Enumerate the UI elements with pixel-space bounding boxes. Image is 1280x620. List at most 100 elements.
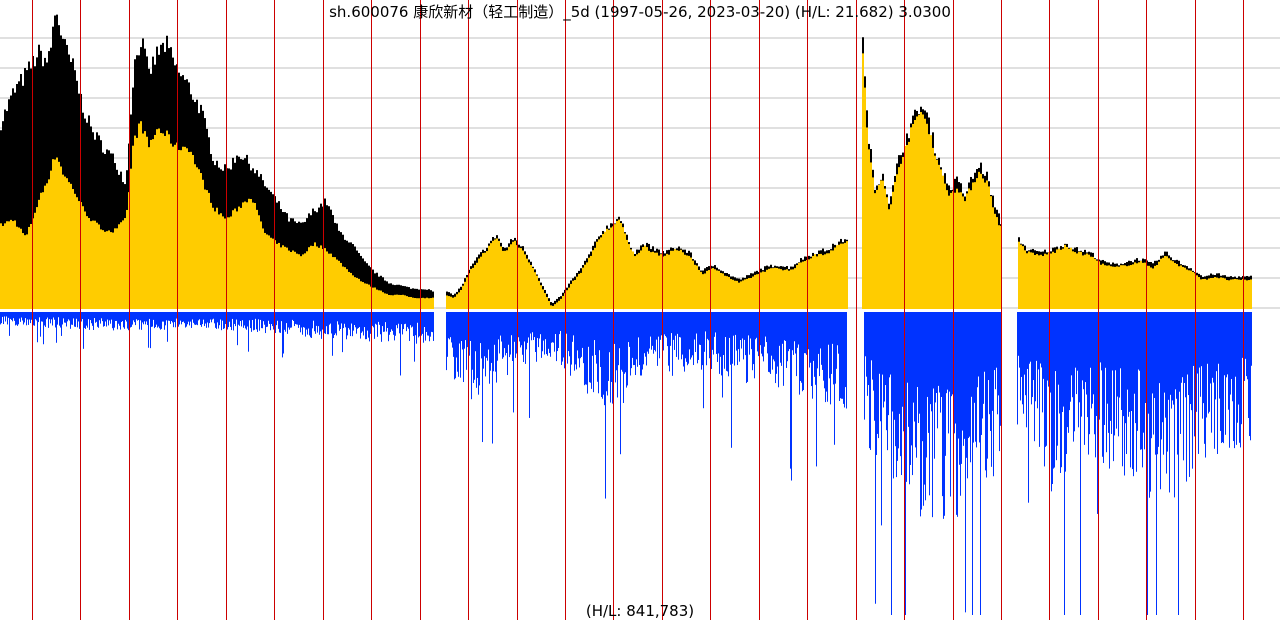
volume-bar — [1150, 312, 1151, 492]
price-close-bar — [898, 167, 900, 310]
volume-bar — [723, 312, 724, 356]
price-close-bar — [200, 173, 202, 310]
volume-bar — [249, 312, 250, 321]
volume-bar — [584, 312, 585, 386]
price-close-bar — [1106, 265, 1108, 310]
price-close-bar — [1120, 265, 1122, 310]
volume-bar — [633, 312, 634, 366]
volume-bar — [110, 312, 111, 324]
volume-bar — [120, 312, 121, 330]
volume-bar — [622, 312, 623, 372]
price-close-bar — [54, 159, 56, 310]
price-close-bar — [780, 269, 782, 310]
volume-bar — [755, 312, 756, 340]
price-close-bar — [60, 166, 62, 310]
price-high-bar — [0, 130, 2, 310]
volume-bar — [113, 312, 114, 331]
volume-bar — [198, 312, 199, 321]
volume-bar — [675, 312, 676, 336]
volume-bar — [251, 312, 252, 332]
volume-bar — [1032, 312, 1033, 398]
volume-bar — [72, 312, 73, 325]
volume-bar — [192, 312, 193, 320]
volume-bar — [944, 312, 945, 516]
price-close-bar — [786, 269, 788, 310]
volume-bar — [827, 312, 828, 402]
volume-bar — [267, 312, 268, 327]
volume-bar — [674, 312, 675, 350]
volume-bar — [1171, 312, 1172, 409]
volume-bar — [1181, 312, 1182, 383]
volume-bar — [421, 312, 422, 336]
volume-bar — [350, 312, 351, 337]
volume-bar — [578, 312, 579, 359]
volume-bar — [1193, 312, 1194, 366]
price-close-bar — [984, 182, 986, 310]
volume-bar — [1134, 312, 1135, 394]
price-close-bar — [950, 192, 952, 310]
volume-bar — [788, 312, 789, 352]
volume-bar — [295, 312, 296, 324]
volume-bar — [776, 312, 777, 374]
volume-bar — [575, 312, 576, 365]
volume-bar — [337, 312, 338, 322]
volume-bar — [183, 312, 184, 322]
volume-bar — [942, 312, 943, 497]
volume-bar — [668, 312, 669, 366]
price-close-bar — [648, 250, 650, 310]
price-close-bar — [10, 219, 12, 310]
volume-bar — [320, 312, 321, 332]
price-close-bar — [108, 230, 110, 310]
price-close-bar — [740, 281, 742, 310]
price-close-bar — [134, 135, 136, 310]
volume-bar — [781, 312, 782, 366]
price-close-bar — [1130, 265, 1132, 310]
volume-bar — [650, 312, 651, 337]
volume-bar — [286, 312, 287, 324]
price-close-bar — [146, 136, 148, 310]
price-close-bar — [616, 220, 618, 310]
price-close-bar — [352, 275, 354, 310]
volume-bar — [1036, 312, 1037, 361]
price-close-bar — [246, 202, 248, 310]
price-close-bar — [966, 193, 968, 310]
volume-bar — [466, 312, 467, 370]
volume-bar — [430, 312, 431, 337]
volume-bar — [1138, 312, 1139, 370]
price-close-bar — [540, 285, 542, 310]
price-close-bar — [1234, 278, 1236, 310]
volume-bar — [1127, 312, 1128, 390]
price-close-bar — [722, 273, 724, 310]
volume-bar — [99, 312, 100, 321]
volume-bar — [838, 312, 839, 354]
volume-bar — [58, 312, 59, 318]
price-close-bar — [772, 268, 774, 310]
volume-bar — [367, 312, 368, 331]
volume-bar — [615, 312, 616, 383]
price-close-bar — [64, 176, 66, 310]
volume-bar — [757, 312, 758, 352]
price-close-bar — [964, 201, 966, 310]
volume-bar — [476, 312, 477, 388]
volume-bar — [927, 312, 928, 397]
price-close-bar — [598, 239, 600, 310]
price-close-bar — [742, 280, 744, 310]
volume-bar — [1207, 312, 1208, 364]
price-close-bar — [762, 271, 764, 310]
price-close-bar — [880, 180, 882, 310]
price-close-bar — [306, 251, 308, 310]
volume-bar — [754, 312, 755, 379]
volume-bar — [1226, 312, 1227, 378]
price-close-bar — [360, 281, 362, 310]
volume-bar — [427, 312, 428, 336]
volume-bar — [887, 312, 888, 451]
volume-bar — [770, 312, 771, 374]
volume-bar — [134, 312, 135, 323]
volume-bar — [824, 312, 825, 389]
volume-bar — [186, 312, 187, 327]
volume-bar — [213, 312, 214, 319]
volume-bar — [242, 312, 243, 321]
volume-bar — [1167, 312, 1168, 452]
volume-bar — [1076, 312, 1077, 395]
volume-bar — [393, 312, 394, 335]
